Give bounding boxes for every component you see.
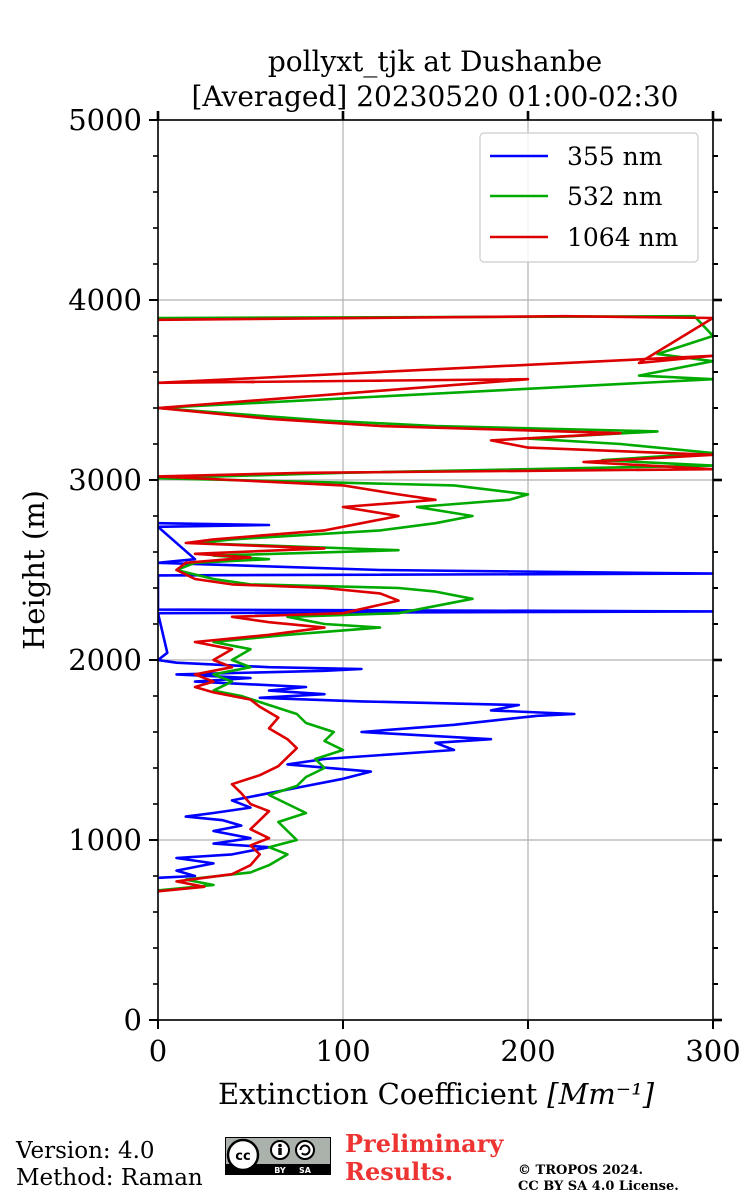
y-tick-label: 2000 xyxy=(68,643,142,677)
y-axis-label: Height (m) xyxy=(17,490,51,650)
axis-ticks xyxy=(149,111,722,1029)
series-line-532nm xyxy=(158,314,713,892)
x-tick-label: 300 xyxy=(685,1034,740,1068)
y-tick-label: 5000 xyxy=(68,103,142,137)
x-tick-label: 200 xyxy=(500,1034,555,1068)
legend-label-355nm: 355 nm xyxy=(567,142,663,171)
x-tick-label: 100 xyxy=(315,1034,370,1068)
chart-title: pollyxt_tjk at Dushanbe xyxy=(268,45,602,78)
copyright-line-1: © TROPOS 2024. xyxy=(518,1163,644,1178)
series-layer xyxy=(158,314,713,893)
version-line: Version: 4.0 xyxy=(16,1138,155,1164)
cc-by-sa-badge: cc BY SA xyxy=(225,1137,331,1175)
y-tick-label: 3000 xyxy=(68,463,142,497)
x-axis-label-text: Extinction Coefficient xyxy=(218,1077,538,1111)
cc-badge-text: cc xyxy=(235,1149,250,1164)
preliminary-line-2: Results. xyxy=(345,1157,454,1186)
share-alike-icon xyxy=(295,1140,315,1160)
preliminary-notice: Preliminary Results. xyxy=(345,1130,503,1186)
x-tick-label: 0 xyxy=(149,1034,167,1068)
version-info: Version: 4.0 Method: Raman xyxy=(16,1138,203,1192)
x-axis-label-unit: [Mm⁻¹] xyxy=(547,1077,654,1111)
series-line-1064nm xyxy=(158,314,713,893)
series-line-355nm xyxy=(158,521,713,880)
cc-icon xyxy=(226,1138,260,1172)
preliminary-line-1: Preliminary xyxy=(345,1129,504,1158)
method-line: Method: Raman xyxy=(16,1165,203,1191)
copyright-notice: © TROPOS 2024. CC BY SA 4.0 License. xyxy=(518,1163,679,1195)
plot-frame xyxy=(157,119,714,1021)
copyright-line-2: CC BY SA 4.0 License. xyxy=(518,1179,679,1194)
legend: 355 nm 532 nm 1064 nm xyxy=(479,132,699,263)
legend-label-1064nm: 1064 nm xyxy=(567,223,679,252)
x-axis-label: Extinction Coefficient [Mm⁻¹] xyxy=(218,1077,655,1111)
y-tick-label: 1000 xyxy=(68,823,142,857)
y-tick-label: 4000 xyxy=(68,283,142,317)
sa-text: SA xyxy=(299,1166,312,1175)
chart-subtitle: [Averaged] 20230520 01:00-02:30 xyxy=(192,80,679,113)
by-text: BY xyxy=(274,1166,286,1175)
legend-label-532nm: 532 nm xyxy=(567,182,663,211)
legend-box xyxy=(479,132,699,263)
y-tick-label: 0 xyxy=(124,1003,142,1037)
